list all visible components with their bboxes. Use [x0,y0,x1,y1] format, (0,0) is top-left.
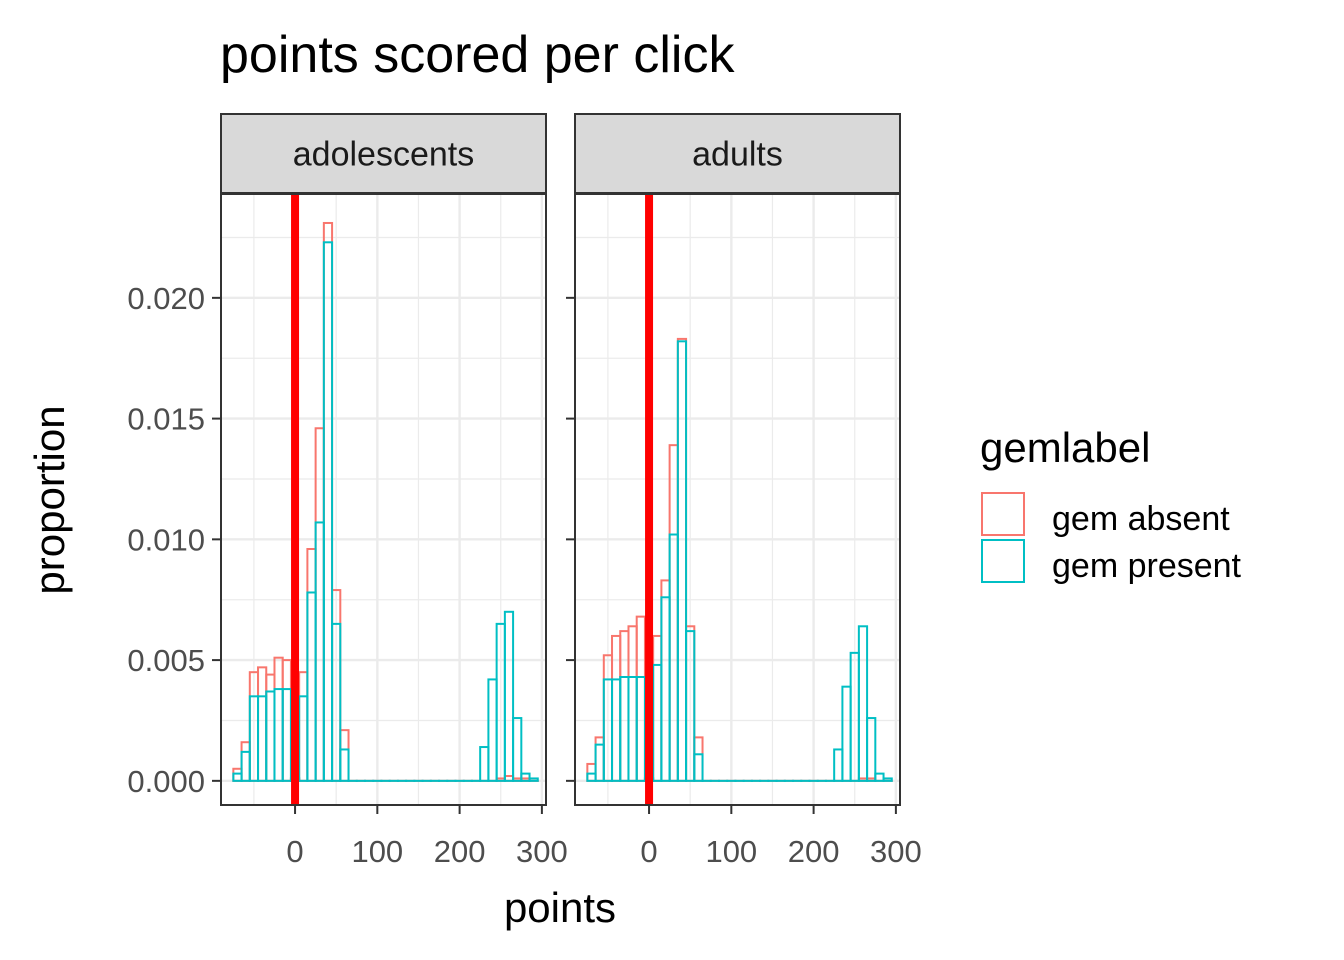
x-tick-label: 0 [640,834,657,869]
facet-strip [220,113,547,194]
histogram-bar [281,688,292,782]
panel-border [220,193,547,806]
legend-key-gem-absent [981,492,1025,536]
series-gem-present [232,241,539,782]
facet-strip [574,113,901,194]
histogram-bar [331,622,342,782]
histogram-bar [503,610,515,782]
legend-key-gem-present [981,539,1025,583]
x-tick-label: 0 [286,834,303,869]
legend-label-gem-present: gem present [1052,547,1242,585]
y-tick-label: 0.000 [127,764,205,799]
x-axis-title: points [504,884,616,931]
facet-panel-adolescents: adolescents 0 100 200 300 0.000 0.005 0.010 0.01… [127,113,568,869]
histogram-bar [512,717,523,782]
histogram-bar [882,777,893,782]
histogram-bar [322,241,334,782]
histogram-bar [635,676,646,782]
facet-panels: adolescents 0 100 200 300 0.000 0.005 0.010 0.01… [127,113,922,869]
y-tick-label: 0.020 [127,281,205,316]
histogram-bar [528,777,539,782]
histogram-bar [339,748,350,782]
x-tick-label: 200 [434,834,486,869]
histogram-bar [857,625,869,782]
x-tick-label: 300 [870,834,922,869]
facet-strip-label: adolescents [293,136,474,174]
legend: gemlabel gem absent gem present [980,424,1242,585]
y-tick-label: 0.005 [127,643,205,678]
y-tick-label: 0.010 [127,522,205,557]
histogram-bar [693,753,704,782]
legend-label-gem-absent: gem absent [1052,500,1230,538]
histogram-bar [676,340,688,782]
histogram-bar [874,772,885,782]
y-axis-title: proportion [26,405,73,594]
chart-title: points scored per click [220,26,735,84]
x-tick-label: 200 [788,834,840,869]
histogram-bar [866,717,877,782]
facet-panel-adults: adults 0 100 200 300 [566,113,922,869]
panel-border [574,193,901,806]
histogram-bar [520,772,531,782]
x-tick-label: 100 [351,834,403,869]
facet-strip-label: adults [692,136,783,174]
y-tick-label: 0.015 [127,402,205,437]
legend-title: gemlabel [980,424,1150,471]
histogram-bar [685,630,696,782]
series-gem-present [586,340,893,782]
x-tick-label: 300 [516,834,568,869]
x-tick-label: 100 [705,834,757,869]
